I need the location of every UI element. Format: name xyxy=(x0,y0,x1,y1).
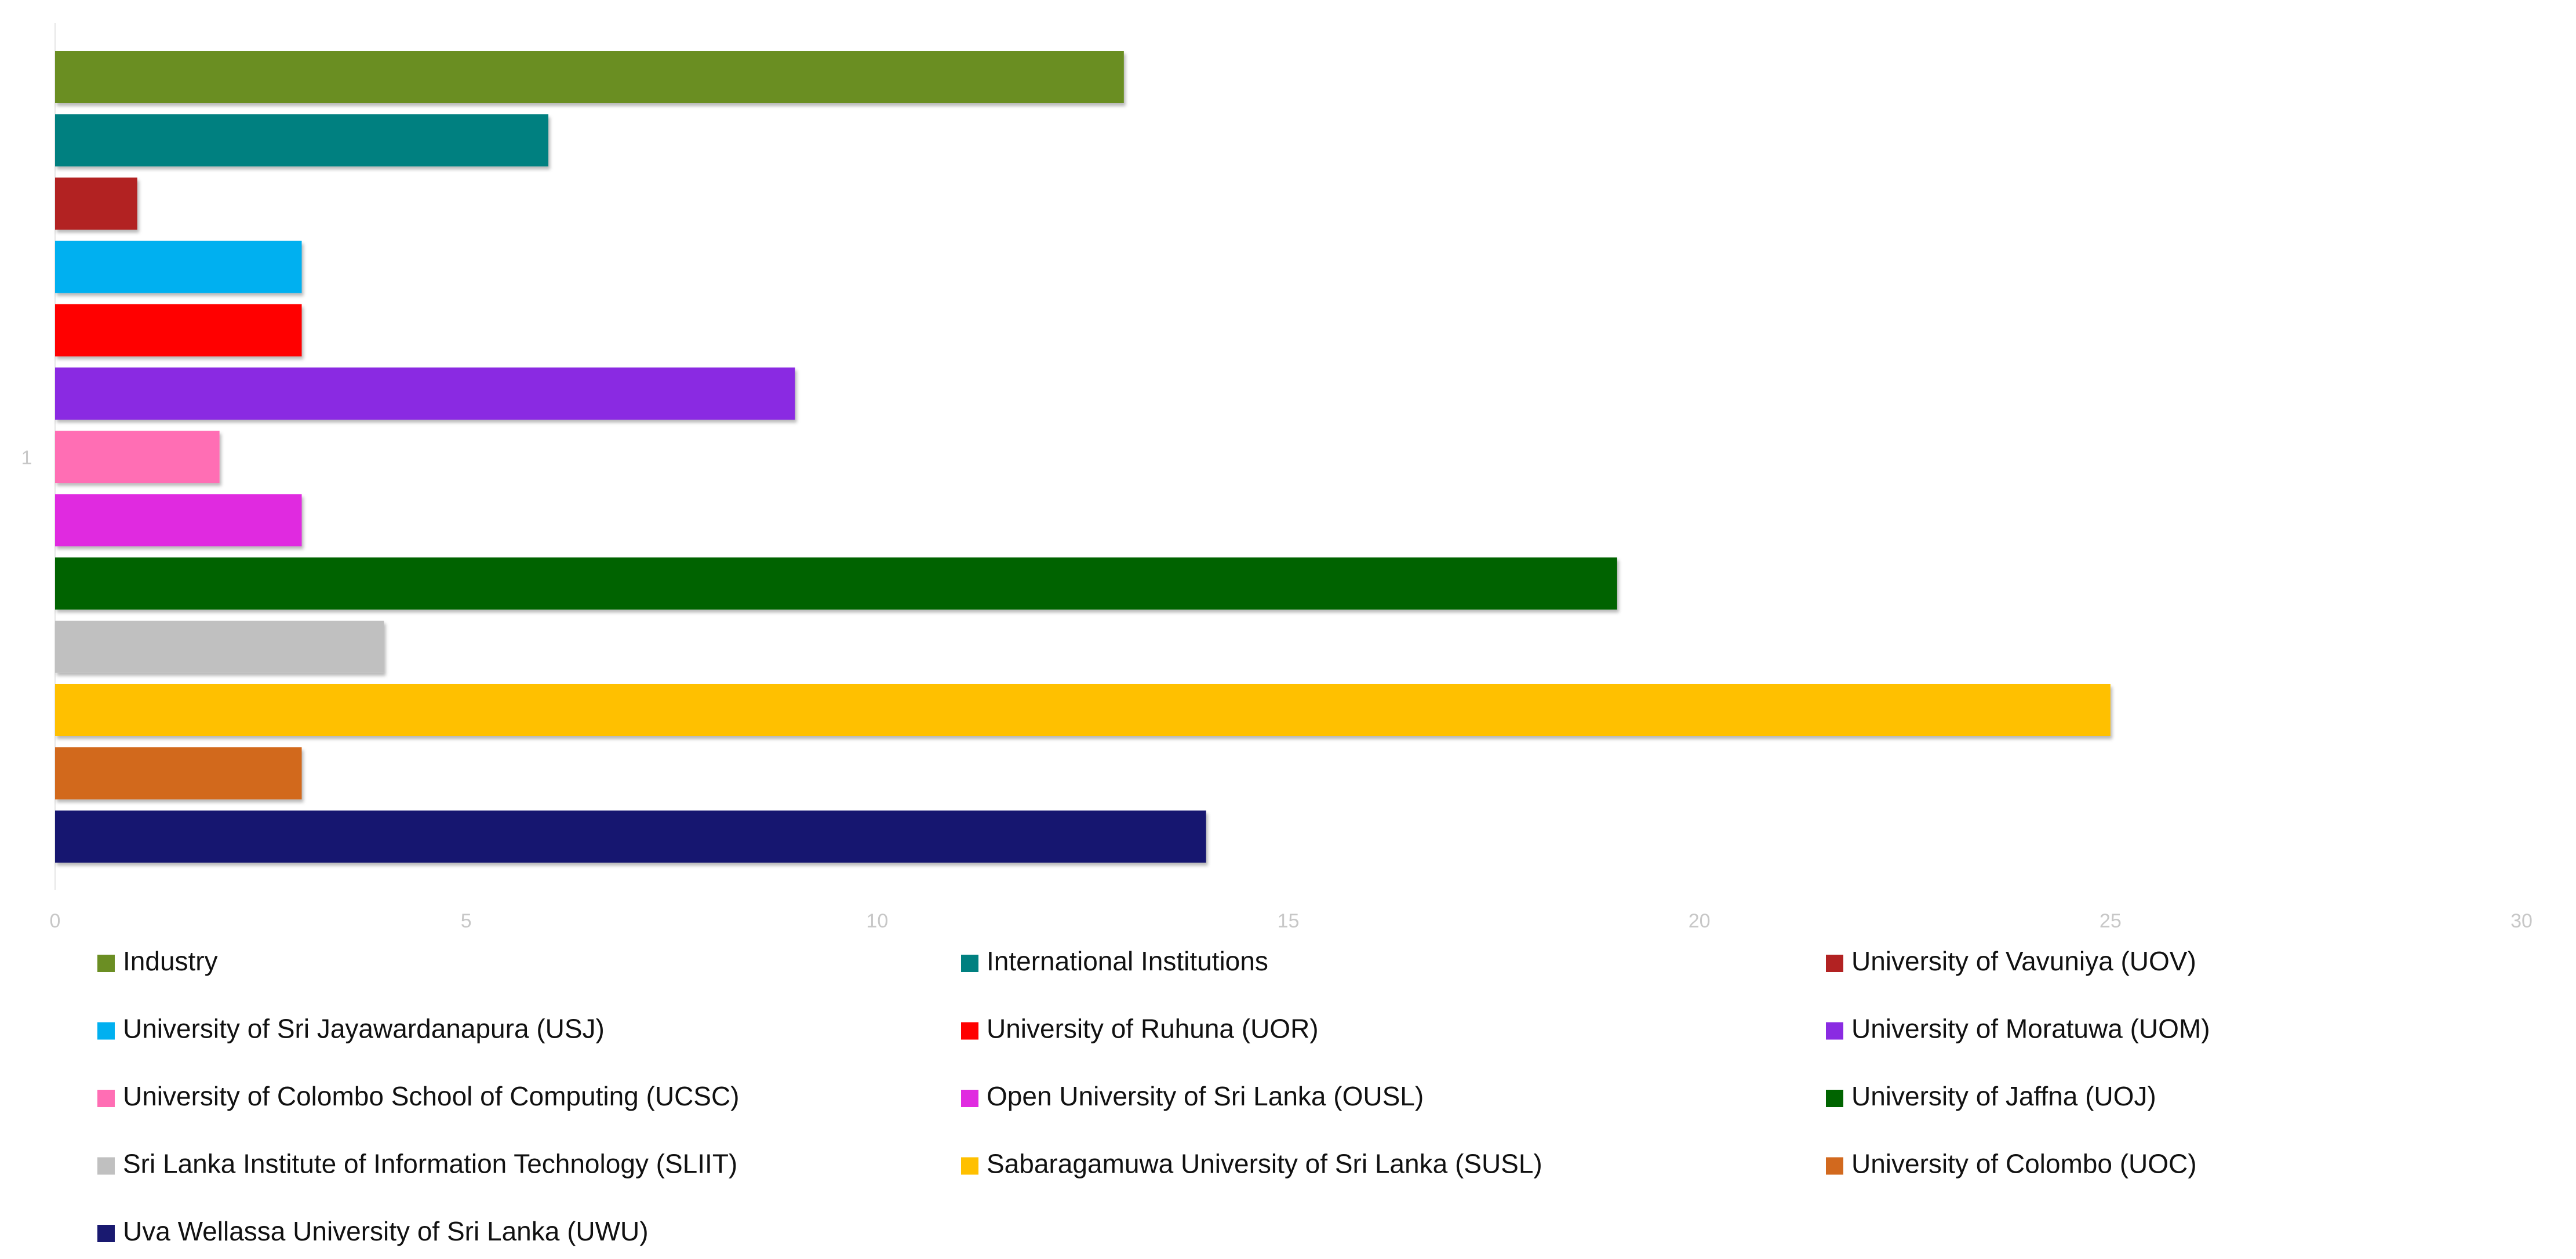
x-tick-label: 30 xyxy=(2510,910,2533,932)
legend-item: Industry xyxy=(97,946,218,976)
legend-label: University of Colombo School of Computin… xyxy=(123,1081,740,1111)
legend-swatch xyxy=(1826,1157,1843,1175)
legend-label: University of Sri Jayawardanapura (USJ) xyxy=(123,1014,605,1044)
bar xyxy=(55,684,2111,736)
legend-item: Sri Lanka Institute of Information Techn… xyxy=(97,1149,737,1179)
x-tick-label: 20 xyxy=(1689,910,1711,932)
legend-swatch xyxy=(961,1090,978,1107)
legend-swatch xyxy=(97,1090,115,1107)
x-tick-label: 5 xyxy=(461,910,472,932)
legend-swatch xyxy=(1826,1090,1843,1107)
legend-swatch xyxy=(1826,955,1843,972)
x-tick-labels: 0 5 10 15 20 25 30 xyxy=(50,910,2533,932)
legend-item: University of Jaffna (UOJ) xyxy=(1826,1081,2156,1111)
legend-label: Uva Wellassa University of Sri Lanka (UW… xyxy=(123,1216,649,1246)
bar xyxy=(55,241,302,293)
legend-item: Sabaragamuwa University of Sri Lanka (SU… xyxy=(961,1149,1542,1179)
legend-swatch xyxy=(97,955,115,972)
legend-item: International Institutions xyxy=(961,946,1268,976)
bar xyxy=(55,304,302,356)
legend-item: University of Ruhuna (UOR) xyxy=(961,1014,1319,1044)
x-tick-label: 10 xyxy=(866,910,888,932)
legend-label: University of Ruhuna (UOR) xyxy=(987,1014,1319,1044)
legend-item: Open University of Sri Lanka (OUSL) xyxy=(961,1081,1424,1111)
x-tick-label: 15 xyxy=(1278,910,1300,932)
legend-item: University of Sri Jayawardanapura (USJ) xyxy=(97,1014,605,1044)
x-tick-label: 25 xyxy=(2100,910,2122,932)
legend-item: University of Vavuniya (UOV) xyxy=(1826,946,2196,976)
bar xyxy=(55,557,1617,610)
legend-label: University of Colombo (UOC) xyxy=(1851,1149,2197,1179)
legend-item: University of Moratuwa (UOM) xyxy=(1826,1014,2210,1044)
legend-item: University of Colombo (UOC) xyxy=(1826,1149,2197,1179)
legend-label: University of Moratuwa (UOM) xyxy=(1851,1014,2210,1044)
axis-layer: 1 xyxy=(21,23,56,890)
bar xyxy=(55,620,384,673)
legend-item: University of Colombo School of Computin… xyxy=(97,1081,740,1111)
legend-swatch xyxy=(97,1157,115,1175)
legend-swatch xyxy=(961,955,978,972)
bar xyxy=(55,810,1206,863)
legend-label: University of Vavuniya (UOV) xyxy=(1851,946,2196,976)
bar xyxy=(55,177,137,230)
legend-label: Industry xyxy=(123,946,218,976)
legend-label: University of Jaffna (UOJ) xyxy=(1851,1081,2156,1111)
legend-label: Sabaragamuwa University of Sri Lanka (SU… xyxy=(987,1149,1542,1179)
bars-layer xyxy=(55,51,2111,863)
bar xyxy=(55,51,1124,103)
bar xyxy=(55,431,220,483)
bar xyxy=(55,494,302,547)
legend-item: Uva Wellassa University of Sri Lanka (UW… xyxy=(97,1216,649,1246)
legend-swatch xyxy=(961,1157,978,1175)
legend-swatch xyxy=(961,1022,978,1040)
legend-swatch xyxy=(1826,1022,1843,1040)
legend-swatch xyxy=(97,1022,115,1040)
legend-swatch xyxy=(97,1225,115,1242)
bar xyxy=(55,114,548,167)
legend: Industry International Institutions Univer… xyxy=(97,946,2210,1246)
bar xyxy=(55,367,795,420)
legend-label: Sri Lanka Institute of Information Techn… xyxy=(123,1149,737,1179)
y-category-label: 1 xyxy=(21,447,32,469)
bar xyxy=(55,747,302,800)
legend-label: International Institutions xyxy=(987,946,1268,976)
legend-label: Open University of Sri Lanka (OUSL) xyxy=(987,1081,1424,1111)
x-tick-label: 0 xyxy=(50,910,61,932)
